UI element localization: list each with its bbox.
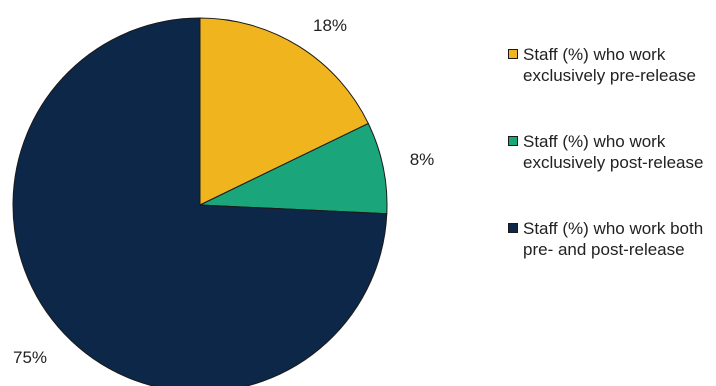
- pie-slice-pre-release: [199, 17, 369, 206]
- data-label-both: 75%: [13, 348, 47, 367]
- legend-label-pre-release: Staff (%) who work exclusively pre-relea…: [523, 45, 696, 85]
- legend-label-post-release: Staff (%) who work exclusively post-rele…: [523, 132, 704, 172]
- legend-swatch-both: [508, 223, 518, 233]
- legend-item-pre-release: Staff (%) who work exclusively pre-relea…: [508, 44, 713, 86]
- legend-item-both: Staff (%) who work both pre- and post-re…: [508, 218, 713, 260]
- legend-swatch-pre-release: [508, 49, 518, 59]
- data-label-post-release: 8%: [410, 150, 435, 169]
- legend-item-post-release: Staff (%) who work exclusively post-rele…: [508, 131, 713, 173]
- data-label-pre-release: 18%: [313, 16, 347, 35]
- legend-swatch-post-release: [508, 136, 518, 146]
- pie-slices: [12, 17, 388, 386]
- pie-data-labels: 18% 8% 75%: [13, 16, 434, 367]
- pie-slice-post-release: [199, 122, 388, 215]
- legend-label-both: Staff (%) who work both pre- and post-re…: [523, 219, 704, 259]
- chart-legend: Staff (%) who work exclusively pre-relea…: [508, 44, 713, 260]
- pie-slice-both: [12, 17, 388, 386]
